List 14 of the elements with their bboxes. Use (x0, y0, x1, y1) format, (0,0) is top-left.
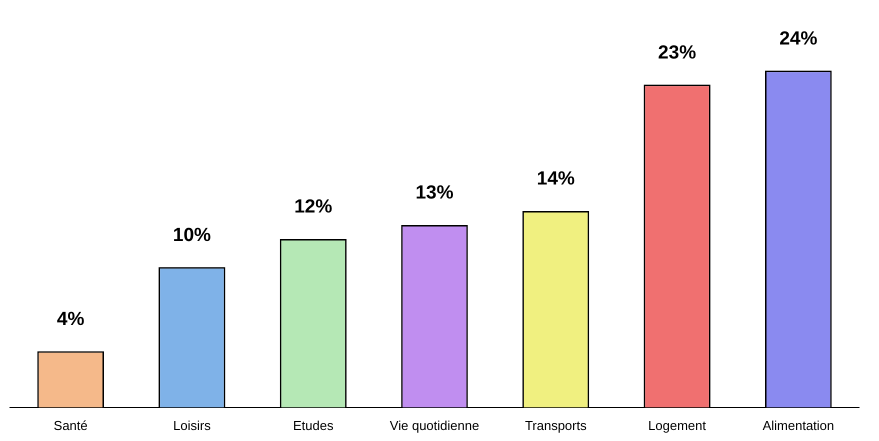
x-tick-label: Santé (54, 418, 88, 433)
x-tick-label: Logement (648, 418, 706, 433)
data-label: 23% (658, 42, 696, 64)
x-tick-label: Transports (524, 418, 588, 433)
data-label: 12% (294, 196, 332, 218)
data-label: 13% (415, 182, 454, 204)
x-tick-label: Etudes (292, 418, 334, 433)
x-tick-label: Alimentation (762, 418, 834, 433)
data-label: 4% (56, 309, 84, 330)
data-label: 10% (172, 224, 212, 246)
data-label: 24% (779, 28, 818, 50)
x-tick-label: Vie quotidienne (390, 418, 480, 433)
data-label: 14% (536, 168, 575, 190)
x-tick-label: Loisirs (173, 418, 212, 433)
